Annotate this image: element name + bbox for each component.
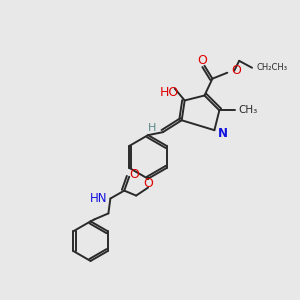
Text: O: O xyxy=(129,168,139,181)
Text: CH₃: CH₃ xyxy=(238,105,257,116)
Text: N: N xyxy=(218,127,228,140)
Text: CH₂CH₃: CH₂CH₃ xyxy=(256,63,287,72)
Text: O: O xyxy=(198,54,207,67)
Text: H: H xyxy=(148,123,156,133)
Text: O: O xyxy=(143,177,153,190)
Text: HN: HN xyxy=(90,192,107,205)
Text: O: O xyxy=(231,64,241,77)
Text: HO: HO xyxy=(160,86,179,99)
